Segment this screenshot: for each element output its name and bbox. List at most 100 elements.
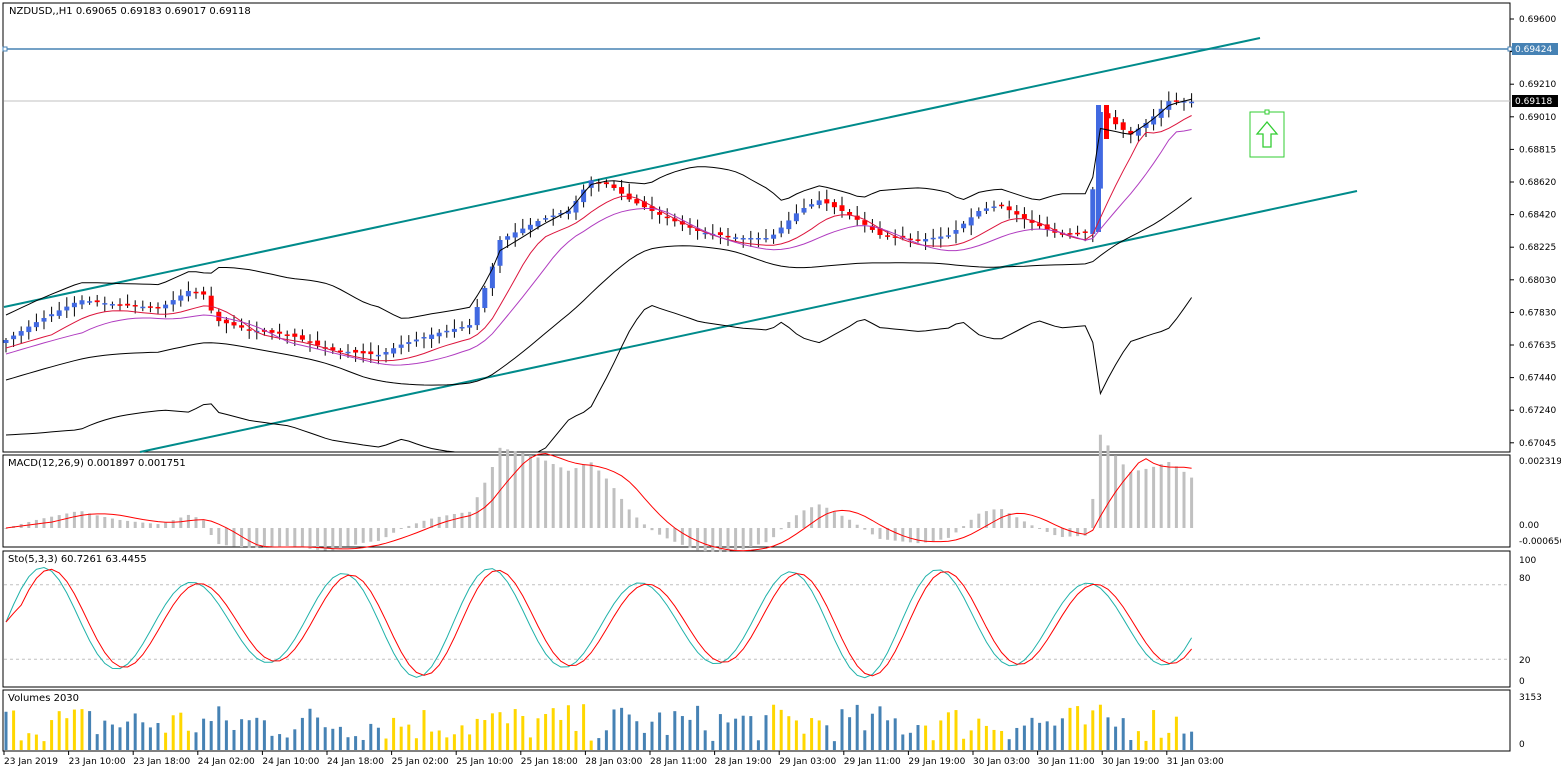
macd-histogram-bar bbox=[574, 468, 578, 528]
macd-histogram-bar bbox=[726, 528, 730, 552]
macd-histogram-bar bbox=[658, 528, 662, 535]
volume-bar-up bbox=[528, 737, 532, 750]
volume-bar-down bbox=[658, 712, 662, 750]
volumes-axis-label: 3153 bbox=[1519, 693, 1542, 703]
macd-histogram-bar bbox=[711, 528, 715, 552]
time-axis-label: 23 Jan 2019 bbox=[4, 757, 58, 767]
macd-histogram-bar bbox=[354, 528, 358, 545]
price-axis-label: 0.68420 bbox=[1519, 211, 1556, 221]
volume-bar-down bbox=[103, 720, 107, 750]
macd-histogram-bar bbox=[1068, 528, 1072, 537]
volume-bar-up bbox=[490, 713, 494, 750]
stochastic-panel[interactable] bbox=[2, 550, 1511, 688]
bear-candle bbox=[892, 236, 898, 238]
bull-candle bbox=[733, 237, 739, 239]
up-arrow-icon[interactable] bbox=[1249, 109, 1285, 158]
volume-bar-down bbox=[703, 730, 707, 750]
bull-candle bbox=[505, 236, 511, 240]
volume-bar-down bbox=[308, 708, 312, 750]
macd-histogram-bar bbox=[620, 498, 624, 528]
price-axis-label: 0.69210 bbox=[1519, 80, 1556, 90]
macd-histogram-bar bbox=[437, 516, 441, 528]
bull-candle bbox=[406, 342, 412, 345]
macd-panel[interactable] bbox=[2, 454, 1511, 548]
bull-candle bbox=[1158, 108, 1164, 118]
macd-histogram-bar bbox=[240, 528, 244, 548]
volume-bar-up bbox=[12, 710, 16, 750]
price-chart-layer bbox=[2, 37, 1513, 453]
macd-histogram-bar bbox=[627, 509, 631, 528]
macd-histogram-bar bbox=[901, 528, 905, 542]
bear-candle bbox=[1006, 206, 1012, 211]
volume-bar-down bbox=[262, 720, 266, 750]
time-axis-label: 25 Jan 10:00 bbox=[456, 757, 513, 767]
bear-candle bbox=[1014, 211, 1020, 215]
volume-bar-up bbox=[399, 726, 403, 750]
macd-histogram-bar bbox=[399, 528, 403, 529]
volume-bar-up bbox=[954, 710, 958, 750]
bear-candle bbox=[885, 235, 891, 237]
bear-candle bbox=[999, 204, 1005, 207]
volume-bar-up bbox=[589, 740, 593, 750]
volume-bar-down bbox=[1190, 731, 1194, 750]
stochastic-header: Sto(5,3,3) 60.7261 63.4455 bbox=[8, 554, 147, 565]
bull-candle bbox=[1090, 189, 1096, 234]
bear-candle bbox=[862, 220, 868, 225]
volume-bar-up bbox=[27, 733, 31, 750]
macd-histogram-bar bbox=[4, 528, 8, 529]
macd-histogram-bar bbox=[202, 520, 206, 528]
stochastic-layer bbox=[4, 566, 1510, 679]
volume-bar-up bbox=[939, 720, 943, 750]
macd-histogram-bar bbox=[741, 528, 745, 550]
volume-bar-up bbox=[179, 712, 183, 750]
volume-bar-down bbox=[726, 722, 730, 750]
bull-candle bbox=[520, 228, 526, 234]
macd-histogram-bar bbox=[262, 528, 266, 548]
bear-candle bbox=[368, 351, 374, 355]
volume-bar-up bbox=[460, 725, 464, 750]
macd-histogram-bar bbox=[1000, 509, 1004, 528]
volumes-panel[interactable] bbox=[2, 689, 1511, 752]
macd-histogram-bar bbox=[734, 528, 738, 551]
volume-bar-down bbox=[764, 715, 768, 750]
main-price-panel[interactable] bbox=[2, 2, 1511, 453]
bull-candle bbox=[345, 351, 351, 354]
macd-histogram-bar bbox=[422, 520, 426, 528]
volume-bar-down bbox=[597, 738, 601, 750]
time-axis-label: 25 Jan 02:00 bbox=[392, 757, 449, 767]
macd-histogram-bar bbox=[133, 521, 137, 528]
time-axis-label: 28 Jan 11:00 bbox=[650, 757, 707, 767]
bull-candle bbox=[778, 227, 784, 234]
macd-histogram-bar bbox=[65, 513, 69, 528]
price-axis-label: 0.67830 bbox=[1519, 308, 1556, 318]
macd-histogram-bar bbox=[939, 528, 943, 540]
bull-candle bbox=[429, 334, 435, 339]
macd-histogram-bar bbox=[186, 514, 190, 528]
macd-histogram-bar bbox=[232, 528, 236, 547]
macd-histogram-bar bbox=[110, 518, 114, 528]
volume-bar-down bbox=[893, 718, 897, 750]
volume-bar-down bbox=[369, 723, 373, 750]
macd-histogram-bar bbox=[278, 528, 282, 547]
volume-bar-down bbox=[840, 709, 844, 750]
bear-candle bbox=[1113, 117, 1119, 125]
volume-bar-down bbox=[718, 714, 722, 750]
bull-candle bbox=[178, 295, 184, 301]
macd-histogram-bar bbox=[946, 528, 950, 538]
bear-candle bbox=[1029, 219, 1035, 223]
bear-candle bbox=[603, 182, 609, 185]
bull-candle bbox=[565, 210, 571, 214]
macd-histogram-bar bbox=[840, 515, 844, 528]
time-axis-label: 23 Jan 10:00 bbox=[69, 757, 126, 767]
macd-histogram-bar bbox=[825, 507, 829, 528]
bull-candle bbox=[489, 266, 495, 289]
volume-bar-up bbox=[551, 708, 555, 750]
macd-histogram-bar bbox=[164, 522, 168, 528]
bear-candle bbox=[337, 350, 343, 353]
macd-histogram-bar bbox=[559, 467, 563, 528]
macd-histogram-bar bbox=[1182, 471, 1186, 528]
bull-candle bbox=[771, 234, 777, 239]
volume-bar-down bbox=[756, 740, 760, 750]
volume-bar-up bbox=[392, 717, 396, 750]
